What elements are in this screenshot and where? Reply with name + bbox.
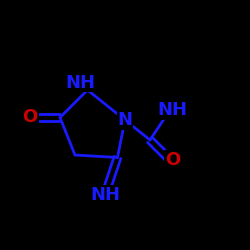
Text: NH: NH xyxy=(65,74,95,92)
Text: N: N xyxy=(118,111,132,129)
Text: O: O xyxy=(22,108,38,126)
Text: NH: NH xyxy=(90,186,120,204)
Text: O: O xyxy=(165,151,180,169)
Text: NH: NH xyxy=(158,101,188,119)
